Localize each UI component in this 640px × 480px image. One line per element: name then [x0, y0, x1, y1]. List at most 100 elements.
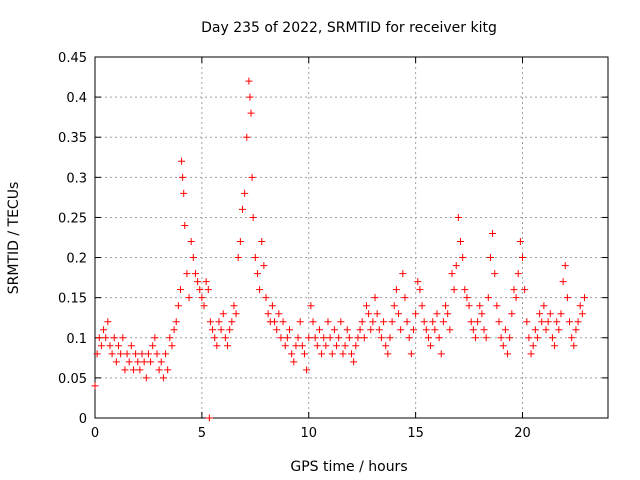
- data-point: [294, 334, 302, 342]
- data-point: [296, 318, 304, 326]
- data-point: [153, 350, 161, 358]
- data-point: [138, 350, 146, 358]
- data-point: [536, 310, 544, 318]
- data-point: [134, 358, 142, 366]
- data-point: [185, 294, 193, 302]
- data-point: [313, 342, 321, 350]
- data-point: [326, 334, 334, 342]
- data-point: [144, 350, 152, 358]
- data-point: [162, 350, 170, 358]
- chart-title: Day 235 of 2022, SRMTID for receiver kit…: [201, 20, 497, 36]
- data-point: [300, 350, 308, 358]
- data-point: [489, 229, 497, 237]
- data-point: [521, 286, 529, 294]
- y-tick-label: 0.25: [58, 211, 87, 226]
- data-point: [305, 334, 313, 342]
- data-point: [230, 302, 238, 310]
- data-point: [127, 342, 135, 350]
- data-point: [200, 302, 208, 310]
- y-tick-label: 0.4: [66, 91, 87, 106]
- x-tick-label: 5: [198, 426, 206, 441]
- data-point: [337, 318, 345, 326]
- data-point: [108, 350, 116, 358]
- data-point: [204, 286, 212, 294]
- data-point: [247, 109, 255, 117]
- data-point: [320, 334, 328, 342]
- data-point: [324, 318, 332, 326]
- data-point: [178, 157, 186, 165]
- data-point: [151, 334, 159, 342]
- data-point: [555, 326, 563, 334]
- data-point: [527, 350, 535, 358]
- data-point: [228, 318, 236, 326]
- data-point: [268, 302, 276, 310]
- data-point: [559, 278, 567, 286]
- data-point: [399, 270, 407, 278]
- data-point: [412, 310, 420, 318]
- x-axis-label: GPS time / hours: [290, 459, 407, 475]
- data-point: [213, 342, 221, 350]
- data-point: [435, 334, 443, 342]
- data-point: [196, 286, 204, 294]
- grid-lines: [95, 57, 608, 418]
- data-point: [373, 310, 381, 318]
- data-point: [392, 286, 400, 294]
- data-point: [519, 254, 526, 262]
- data-point: [341, 342, 349, 350]
- y-tick-label: 0.3: [66, 171, 87, 186]
- data-point: [407, 350, 415, 358]
- y-tick-label: 0.15: [58, 292, 87, 307]
- data-point: [251, 254, 259, 262]
- data-point: [533, 334, 541, 342]
- data-point: [273, 326, 281, 334]
- data-point: [578, 310, 586, 318]
- plot-frame: [94, 56, 609, 419]
- data-point: [211, 334, 219, 342]
- data-point: [576, 302, 584, 310]
- data-point: [343, 326, 351, 334]
- data-point: [491, 270, 499, 278]
- data-point: [454, 213, 462, 221]
- data-point: [172, 318, 180, 326]
- data-point: [248, 173, 256, 181]
- data-point: [348, 350, 355, 358]
- data-point: [377, 334, 385, 342]
- data-point: [450, 286, 458, 294]
- data-point: [433, 310, 441, 318]
- data-point: [437, 350, 445, 358]
- data-point: [221, 334, 229, 342]
- data-point: [339, 350, 347, 358]
- data-point: [542, 326, 550, 334]
- data-point: [446, 326, 454, 334]
- data-point: [136, 366, 144, 374]
- data-point: [540, 302, 548, 310]
- data-point: [467, 318, 475, 326]
- data-point: [330, 326, 338, 334]
- data-point: [439, 318, 447, 326]
- data-point: [508, 310, 516, 318]
- data-point: [260, 262, 268, 270]
- data-point: [457, 238, 465, 246]
- data-point: [224, 342, 232, 350]
- data-point: [463, 294, 471, 302]
- data-point: [563, 294, 571, 302]
- data-point: [405, 334, 413, 342]
- data-point: [375, 326, 383, 334]
- data-point: [206, 318, 214, 326]
- data-point: [147, 358, 155, 366]
- data-point: [495, 318, 503, 326]
- data-point: [205, 414, 213, 422]
- data-point: [281, 342, 289, 350]
- data-point: [409, 326, 417, 334]
- data-point: [318, 350, 326, 358]
- data-point: [106, 342, 114, 350]
- data-point: [194, 278, 202, 286]
- data-point: [476, 302, 484, 310]
- data-point: [431, 326, 439, 334]
- data-point: [198, 294, 206, 302]
- data-point: [427, 342, 435, 350]
- data-point: [352, 342, 360, 350]
- data-point: [183, 270, 191, 278]
- y-tick-label: 0.35: [58, 131, 87, 146]
- data-point: [390, 302, 398, 310]
